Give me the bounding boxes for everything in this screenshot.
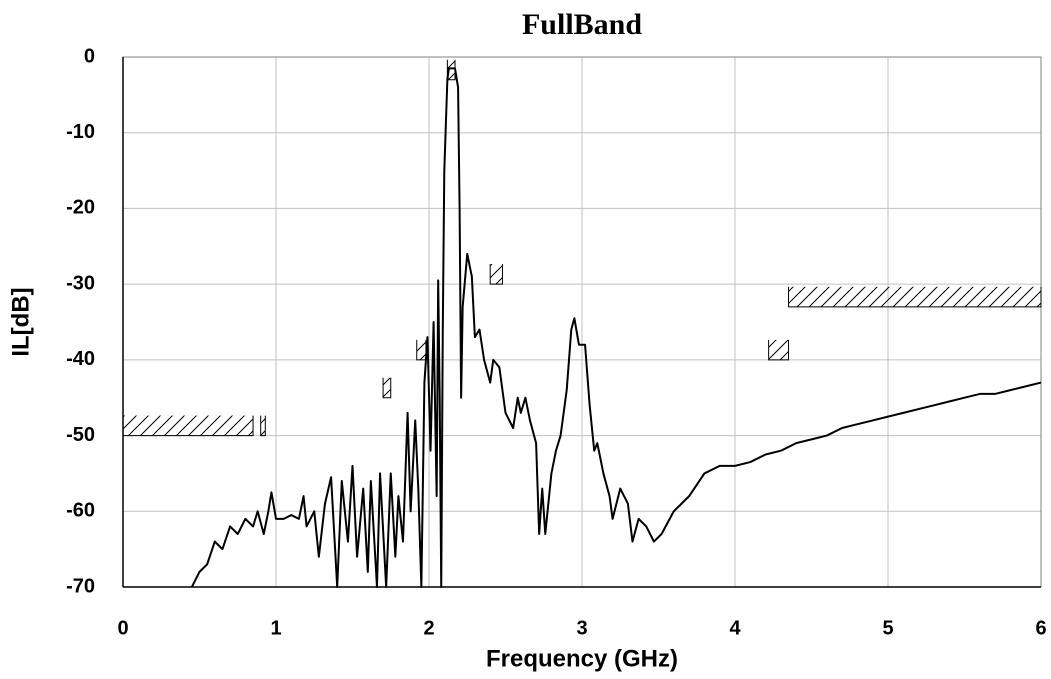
limit-mask <box>788 286 1041 307</box>
limit-mask-outline <box>122 415 254 437</box>
y-axis-label: IL[dB] <box>7 287 34 356</box>
limit-mask <box>123 415 254 436</box>
x-tick-label: 1 <box>270 617 281 639</box>
y-tick-label: 0 <box>84 45 95 67</box>
limit-mask <box>490 264 503 285</box>
limit-mask-outline <box>382 377 392 399</box>
limit-mask <box>447 59 456 80</box>
limit-mask <box>383 377 391 398</box>
x-tick-label: 3 <box>576 617 587 639</box>
x-tick-label: 0 <box>117 617 128 639</box>
x-tick-label: 2 <box>423 617 434 639</box>
y-tick-label: -70 <box>66 575 95 597</box>
y-tick-label: -60 <box>66 500 95 522</box>
x-tick-label: 6 <box>1035 617 1046 639</box>
limit-mask-outline <box>768 339 790 361</box>
chart-title: FullBand <box>522 8 642 41</box>
y-tick-label: -40 <box>66 348 95 370</box>
limit-mask-outline <box>788 286 1042 308</box>
limit-mask-outline <box>260 415 266 437</box>
limit-mask <box>260 415 266 436</box>
y-tick-label: -30 <box>66 272 95 294</box>
y-tick-label: -50 <box>66 424 95 446</box>
y-tick-label: -10 <box>66 121 95 143</box>
x-tick-label: 5 <box>882 617 893 639</box>
x-axis-label: Frequency (GHz) <box>486 645 678 672</box>
limit-mask <box>768 339 789 360</box>
limit-mask-outline <box>489 264 503 285</box>
y-tick-label: -20 <box>66 197 95 219</box>
data-line <box>190 67 1042 588</box>
x-tick-label: 4 <box>729 617 741 639</box>
limit-mask <box>416 339 426 360</box>
